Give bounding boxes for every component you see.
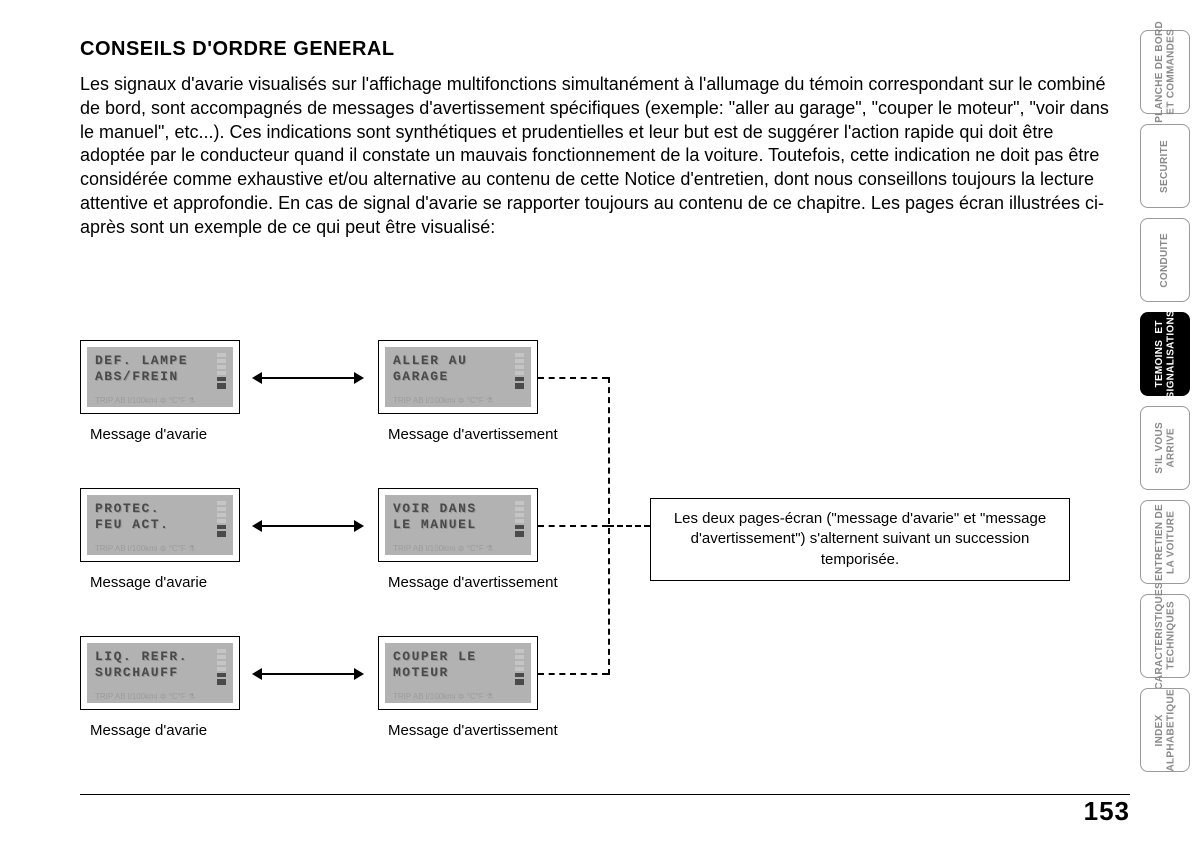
page-title: CONSEILS D'ORDRE GENERAL xyxy=(80,38,1110,61)
lcd-line: COUPER LE xyxy=(393,649,523,665)
note-text: Les deux pages-écran ("message d'avarie"… xyxy=(674,510,1046,568)
lcd-line: ALLER AU xyxy=(393,353,523,369)
double-arrow-icon xyxy=(262,525,354,527)
tab-entretien[interactable]: ENTRETIEN DE LA VOITURE xyxy=(1140,500,1190,584)
lcd-line: FEU ACT. xyxy=(95,517,225,533)
side-tabs: PLANCHE DE BORD ET COMMANDES SECURITE CO… xyxy=(1140,30,1190,772)
screenshot-3a: LIQ. REFR. SURCHAUFF TRIP AB l/100kmi ⊚ … xyxy=(80,636,240,710)
lcd-subtext: TRIP AB l/100kmi ⊚ °C°F ⚗ xyxy=(95,544,195,553)
page-number: 153 xyxy=(1084,796,1130,827)
caption-avarie: Message d'avarie xyxy=(90,722,207,739)
caption-avarie: Message d'avarie xyxy=(90,426,207,443)
lcd-line: ABS/FREIN xyxy=(95,369,225,385)
body-paragraph: Les signaux d'avarie visualisés sur l'af… xyxy=(80,73,1110,239)
dashed-connector xyxy=(538,525,608,527)
double-arrow-icon xyxy=(262,377,354,379)
lcd-subtext: TRIP AB l/100kmi ⊚ °C°F ⚗ xyxy=(393,544,493,553)
dashed-connector xyxy=(538,377,608,379)
dashed-connector xyxy=(608,525,650,527)
caption-avert: Message d'avertissement xyxy=(388,574,558,591)
fuel-gauge-icon xyxy=(217,649,226,693)
tab-label: ENTRETIEN DE LA VOITURE xyxy=(1154,504,1177,581)
note-box: Les deux pages-écran ("message d'avarie"… xyxy=(650,498,1070,581)
tab-caracteristiques[interactable]: CARACTERISTIQUES TECHNIQUES xyxy=(1140,594,1190,678)
lcd-subtext: TRIP AB l/100kmi ⊚ °C°F ⚗ xyxy=(393,692,493,701)
fuel-gauge-icon xyxy=(515,353,524,397)
lcd-subtext: TRIP AB l/100kmi ⊚ °C°F ⚗ xyxy=(95,396,195,405)
lcd-line: MOTEUR xyxy=(393,665,523,681)
fuel-gauge-icon xyxy=(217,353,226,397)
tab-index[interactable]: INDEX ALPHABETIQUE xyxy=(1140,688,1190,772)
lcd-line: LE MANUEL xyxy=(393,517,523,533)
dashed-connector xyxy=(538,673,608,675)
tab-temoins-signalisations[interactable]: TEMOINS ET SIGNALISATIONS xyxy=(1140,312,1190,396)
double-arrow-icon xyxy=(262,673,354,675)
tab-planche-de-bord[interactable]: PLANCHE DE BORD ET COMMANDES xyxy=(1140,30,1190,114)
lcd-subtext: TRIP AB l/100kmi ⊚ °C°F ⚗ xyxy=(95,692,195,701)
tab-sil-vous-arrive[interactable]: S'IL VOUS ARRIVE xyxy=(1140,406,1190,490)
screenshot-1a: DEF. LAMPE ABS/FREIN TRIP AB l/100kmi ⊚ … xyxy=(80,340,240,414)
screenshot-2b: VOIR DANS LE MANUEL TRIP AB l/100kmi ⊚ °… xyxy=(378,488,538,562)
footer-rule xyxy=(80,794,1130,795)
fuel-gauge-icon xyxy=(515,501,524,545)
tab-label: S'IL VOUS ARRIVE xyxy=(1154,422,1177,474)
tab-label: PLANCHE DE BORD ET COMMANDES xyxy=(1154,21,1177,123)
tab-label: CARACTERISTIQUES TECHNIQUES xyxy=(1154,582,1177,690)
lcd-line: DEF. LAMPE xyxy=(95,353,225,369)
caption-avert: Message d'avertissement xyxy=(388,426,558,443)
fuel-gauge-icon xyxy=(217,501,226,545)
tab-label: CONDUITE xyxy=(1159,233,1171,288)
tab-label: SECURITE xyxy=(1159,140,1171,193)
lcd-line: PROTEC. xyxy=(95,501,225,517)
lcd-subtext: TRIP AB l/100kmi ⊚ °C°F ⚗ xyxy=(393,396,493,405)
screenshot-2a: PROTEC. FEU ACT. TRIP AB l/100kmi ⊚ °C°F… xyxy=(80,488,240,562)
screenshot-3b: COUPER LE MOTEUR TRIP AB l/100kmi ⊚ °C°F… xyxy=(378,636,538,710)
tab-conduite[interactable]: CONDUITE xyxy=(1140,218,1190,302)
tab-label: INDEX ALPHABETIQUE xyxy=(1154,689,1177,772)
fuel-gauge-icon xyxy=(515,649,524,693)
lcd-line: LIQ. REFR. xyxy=(95,649,225,665)
caption-avert: Message d'avertissement xyxy=(388,722,558,739)
tab-securite[interactable]: SECURITE xyxy=(1140,124,1190,208)
lcd-line: GARAGE xyxy=(393,369,523,385)
diagram-area: DEF. LAMPE ABS/FREIN TRIP AB l/100kmi ⊚ … xyxy=(80,340,1110,780)
lcd-line: SURCHAUFF xyxy=(95,665,225,681)
lcd-line: VOIR DANS xyxy=(393,501,523,517)
caption-avarie: Message d'avarie xyxy=(90,574,207,591)
screenshot-1b: ALLER AU GARAGE TRIP AB l/100kmi ⊚ °C°F … xyxy=(378,340,538,414)
tab-label: TEMOINS ET SIGNALISATIONS xyxy=(1154,310,1177,398)
